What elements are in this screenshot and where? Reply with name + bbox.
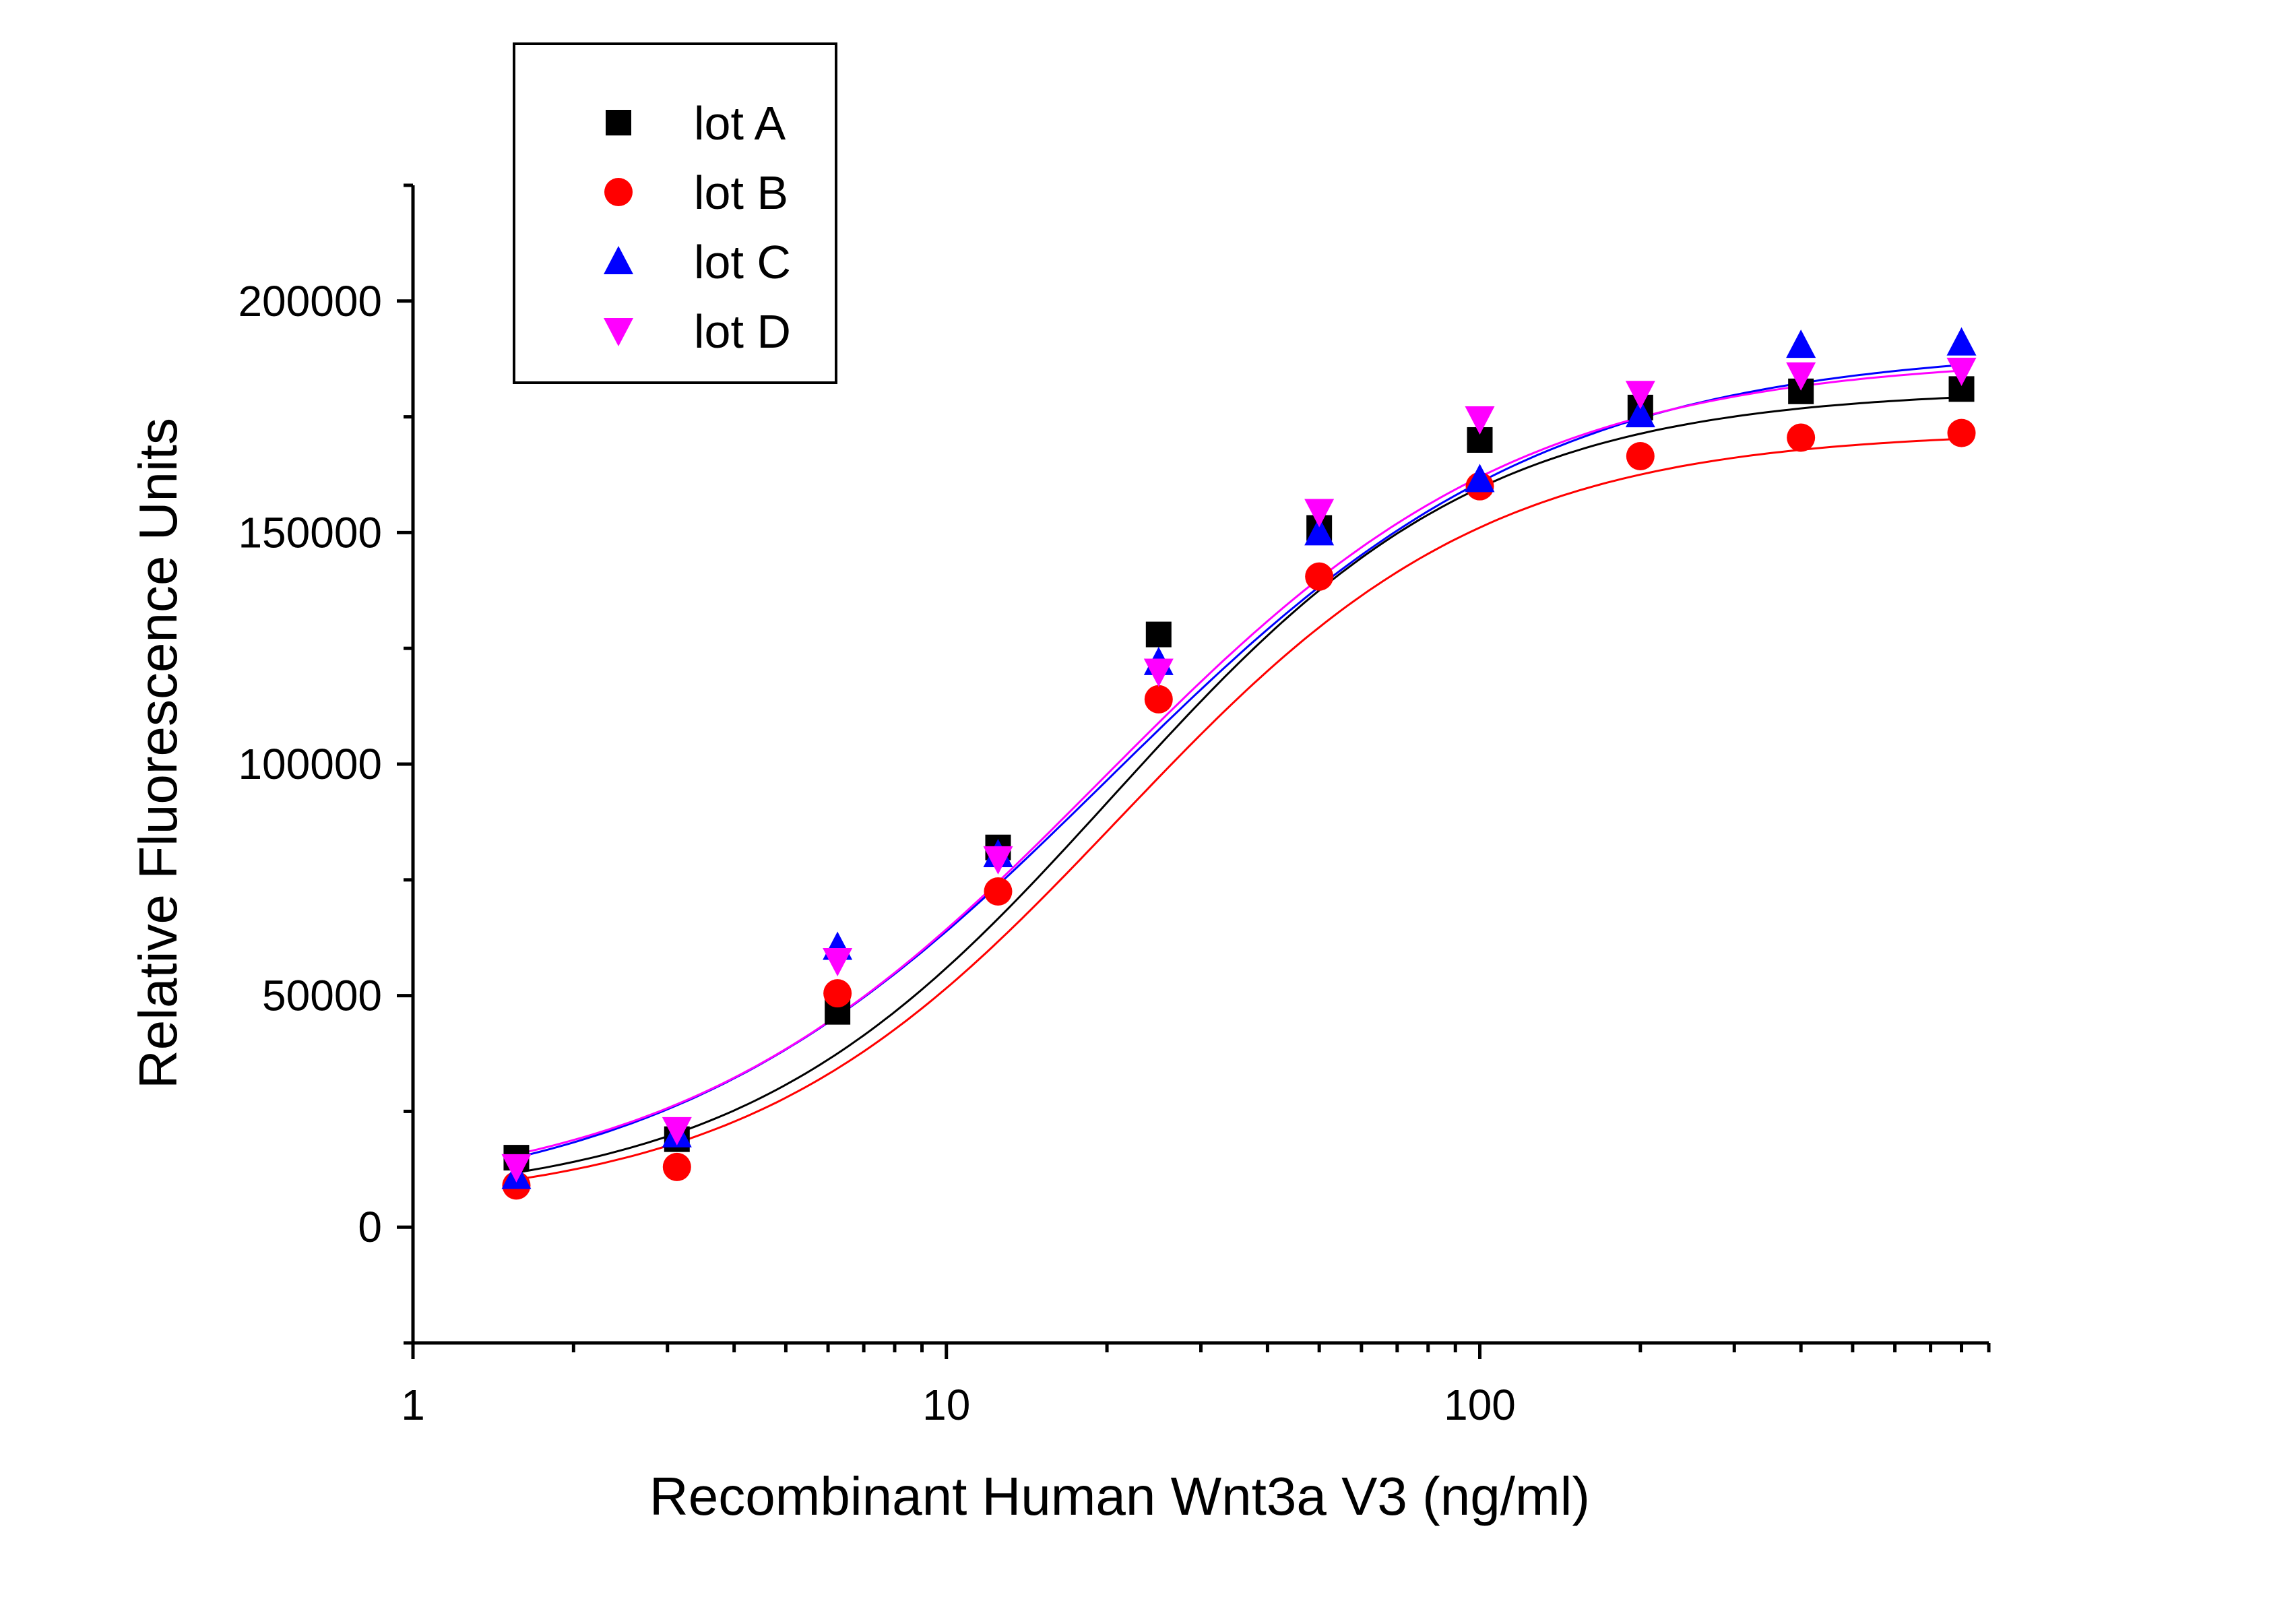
y-tick-label: 100000 xyxy=(238,740,382,788)
data-point-lot-b xyxy=(823,979,852,1008)
x-tick-label: 100 xyxy=(1444,1381,1516,1429)
legend-label: lot A xyxy=(694,97,786,150)
y-tick-label: 0 xyxy=(358,1203,382,1251)
data-point-lot-c xyxy=(1465,464,1495,493)
legend-marker-lot-d xyxy=(604,318,633,346)
legend-frame xyxy=(513,42,837,384)
data-point-lot-b xyxy=(1787,423,1816,452)
x-tick-label: 10 xyxy=(922,1381,970,1429)
fit-curve-lot-c xyxy=(516,364,1962,1159)
fit-curve-lot-a xyxy=(516,396,1962,1174)
data-point-lot-c xyxy=(1304,517,1335,546)
fit-curve-lot-d xyxy=(516,369,1962,1156)
legend-label: lot C xyxy=(694,236,791,288)
y-tick-label: 200000 xyxy=(238,277,382,325)
data-point-lot-b xyxy=(984,877,1013,906)
data-point-lot-b xyxy=(1626,442,1655,471)
data-point-lot-b xyxy=(1947,418,1976,447)
data-point-lot-c xyxy=(1786,329,1816,358)
data-point-lot-d xyxy=(1304,499,1335,528)
data-point-lot-a xyxy=(1145,621,1172,648)
data-point-lot-d xyxy=(1143,658,1174,687)
data-point-lot-d xyxy=(1625,381,1655,410)
data-point-lot-d xyxy=(501,1154,532,1183)
data-point-lot-d xyxy=(1465,406,1495,435)
data-point-lot-d xyxy=(823,948,853,977)
data-point-lot-d xyxy=(662,1117,692,1145)
x-tick-label: 1 xyxy=(401,1381,425,1429)
data-points xyxy=(501,327,1977,1200)
data-point-lot-c xyxy=(1946,327,1977,356)
legend-marker-lot-c xyxy=(604,246,633,274)
legend-marker-lot-b xyxy=(604,178,633,206)
data-point-lot-d xyxy=(983,846,1013,875)
y-tick-label: 150000 xyxy=(238,508,382,557)
fit-curves xyxy=(516,364,1962,1181)
y-tick-label: 50000 xyxy=(262,972,382,1020)
data-point-lot-d xyxy=(1946,357,1977,386)
y-axis-title: Relative Fluorescence Units xyxy=(128,418,188,1089)
legend-marker-lot-a xyxy=(606,110,631,135)
legend-label: lot B xyxy=(694,166,788,219)
x-axis-title: Recombinant Human Wnt3a V3 (ng/ml) xyxy=(649,1466,1590,1526)
data-point-lot-d xyxy=(1786,362,1816,391)
data-point-lot-b xyxy=(1305,562,1334,591)
data-point-lot-b xyxy=(662,1152,691,1181)
legend: lot A lot B lot C lot D xyxy=(513,42,837,384)
legend-label: lot D xyxy=(694,305,791,358)
fit-curve-lot-b xyxy=(516,437,1962,1181)
data-point-lot-c xyxy=(1625,399,1655,428)
data-point-lot-b xyxy=(1144,685,1173,714)
axes: 0 50000 100000 150000 200000 1 10 100 xyxy=(238,183,1991,1429)
